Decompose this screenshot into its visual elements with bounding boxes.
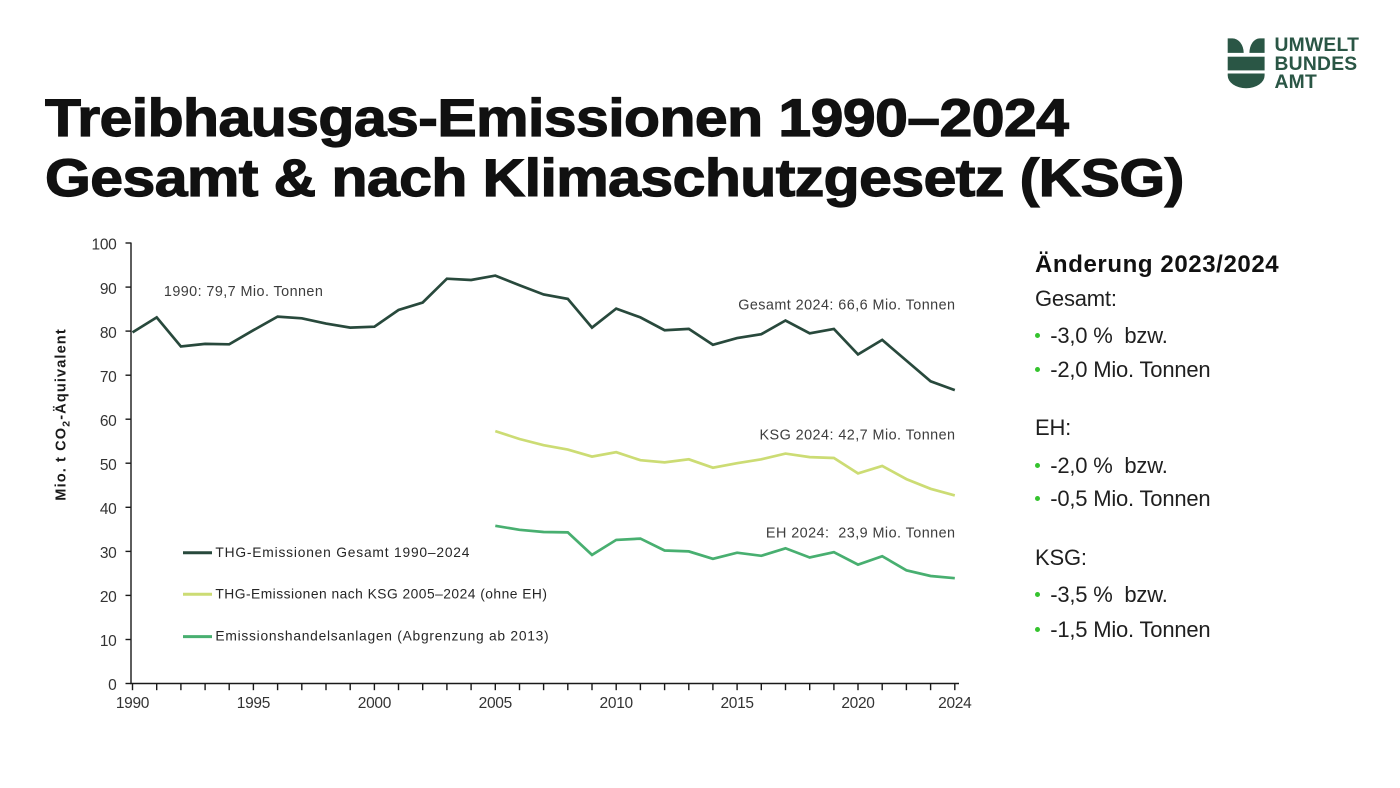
svg-text:50: 50 xyxy=(100,457,117,474)
svg-text:Emissionshandelsanlagen (Abgre: Emissionshandelsanlagen (Abgrenzung ab 2… xyxy=(215,629,549,644)
svg-text:2005: 2005 xyxy=(479,695,512,712)
svg-text:60: 60 xyxy=(100,413,117,430)
svg-text:10: 10 xyxy=(100,633,117,650)
svg-text:1990: 79,7 Mio. Tonnen: 1990: 79,7 Mio. Tonnen xyxy=(164,284,323,300)
svg-text:0: 0 xyxy=(108,677,117,694)
svg-text:1995: 1995 xyxy=(237,695,270,712)
svg-text:2010: 2010 xyxy=(600,695,634,712)
svg-text:THG-Emissionen Gesamt 1990–202: THG-Emissionen Gesamt 1990–2024 xyxy=(215,545,470,560)
svg-text:2024: 2024 xyxy=(938,695,972,712)
svg-text:KSG 2024: 42,7 Mio. Tonnen: KSG 2024: 42,7 Mio. Tonnen xyxy=(760,428,956,444)
svg-text:90: 90 xyxy=(100,281,117,298)
svg-text:EH 2024: 23,9 Mio. Tonnen: EH 2024: 23,9 Mio. Tonnen xyxy=(766,526,956,542)
svg-text:2000: 2000 xyxy=(358,695,392,712)
svg-text:1990: 1990 xyxy=(116,695,150,712)
svg-text:THG-Emissionen nach KSG 2005–2: THG-Emissionen nach KSG 2005–2024 (ohne … xyxy=(215,586,547,601)
svg-text:80: 80 xyxy=(100,325,117,342)
svg-text:20: 20 xyxy=(100,589,117,606)
svg-text:70: 70 xyxy=(100,369,117,386)
svg-text:Gesamt 2024: 66,6 Mio. Tonnen: Gesamt 2024: 66,6 Mio. Tonnen xyxy=(738,298,955,314)
svg-text:40: 40 xyxy=(100,501,117,518)
svg-text:30: 30 xyxy=(100,545,117,562)
svg-text:2015: 2015 xyxy=(720,695,753,712)
svg-text:100: 100 xyxy=(92,237,118,254)
svg-text:2020: 2020 xyxy=(841,695,875,712)
